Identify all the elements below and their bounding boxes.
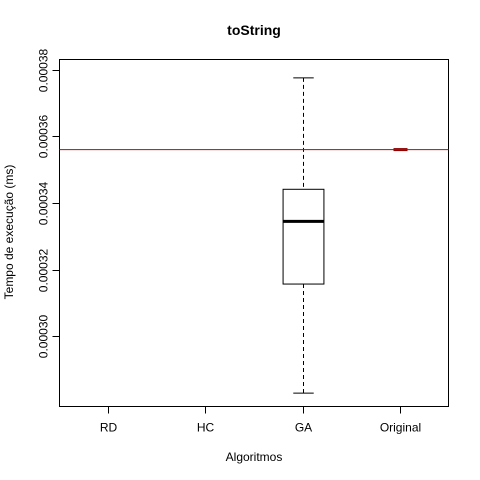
x-axis: RD HC GA Original [100, 407, 421, 435]
x-axis-label: Algoritmos [226, 450, 283, 464]
y-axis: 0.00030 0.00032 0.00034 0.00036 0.00038 [37, 48, 60, 358]
y-tick-label: 0.00034 [37, 181, 51, 225]
box-series [283, 78, 407, 393]
x-tick-label: Original [380, 421, 421, 435]
y-tick-label: 0.00032 [37, 248, 51, 292]
x-tick-label: RD [100, 421, 118, 435]
y-tick-label: 0.00036 [37, 114, 51, 158]
x-tick-label: GA [295, 421, 312, 435]
x-tick-label: HC [197, 421, 215, 435]
box-ga [283, 78, 324, 393]
y-axis-label: Tempo de execução (ms) [2, 165, 16, 300]
box-iqr [283, 189, 324, 284]
y-tick-label: 0.00038 [37, 48, 51, 92]
plot-frame [60, 60, 449, 407]
chart-title: toString [227, 22, 281, 38]
y-tick-label: 0.00030 [37, 314, 51, 358]
